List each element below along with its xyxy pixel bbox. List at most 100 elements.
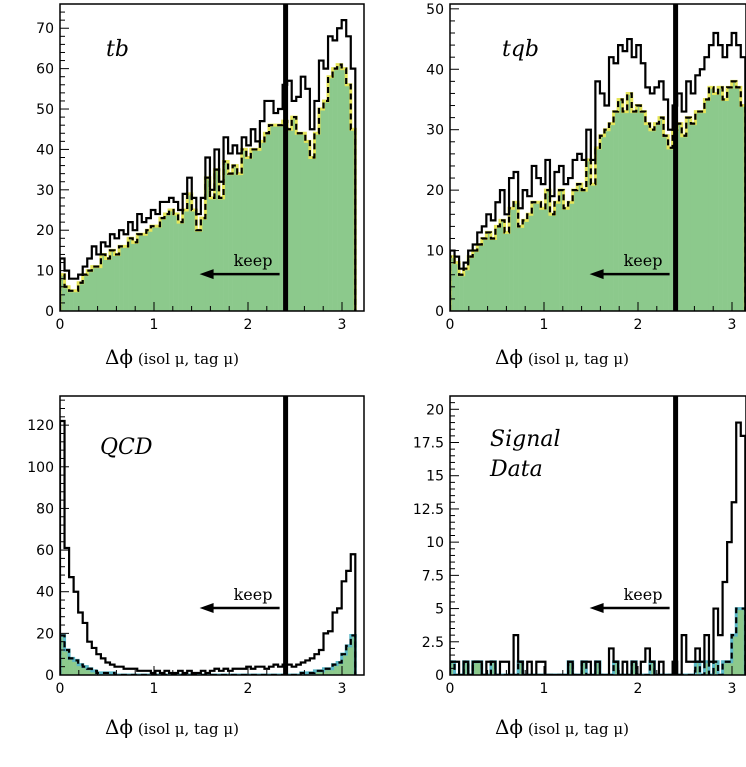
x-axis-label: Δϕ (isol μ, tag μ) [495,715,629,739]
signal-bar [599,135,605,311]
signal-bar [504,232,510,311]
signal-bar [318,109,324,311]
y-tick-label: 2.5 [422,635,444,651]
signal-bar [273,125,279,311]
signal-bar [740,105,746,311]
x-tick-label: 1 [540,681,549,697]
signal-bar [150,226,156,311]
signal-bar [590,184,596,311]
x-tick-label: 0 [56,681,65,697]
signal-bar [78,664,84,675]
signal-bar [228,173,233,311]
plot-frame [449,3,746,312]
signal-bar [718,87,723,311]
signal-bar [490,238,496,311]
signal-bar [328,668,333,675]
x-axis-label-text: (isol μ, tag μ) [523,350,629,368]
signal-bar [522,220,528,311]
signal-bar [640,111,646,311]
signal-bar [572,190,578,311]
signal-bar [159,218,165,311]
x-tick-label: 2 [634,681,643,697]
panel-label: QCD [100,435,153,460]
signal-bar [727,87,732,311]
y-tick-label: 100 [27,460,54,476]
keep-label: keep [624,585,663,604]
panel-label: tb [106,37,129,62]
plot-area [60,19,357,311]
signal-bar [250,149,256,311]
signal-bar [350,635,356,675]
signal-bar [214,169,220,311]
signal-bar [631,111,637,311]
signal-bar [346,84,352,311]
signal-bar [468,256,474,311]
signal-bar [146,230,152,311]
signal-bar [559,190,564,311]
signal-bar [82,274,88,311]
signal-bar [69,290,74,311]
y-tick-label: 50 [36,102,54,118]
signal-bar [722,661,728,675]
signal-bar [237,173,243,311]
signal-bar [155,226,161,311]
x-tick-label: 1 [540,317,549,333]
signal-bar [518,226,523,311]
signal-bar [568,661,573,675]
x-tick-label: 3 [338,681,347,697]
signal-bar [731,81,737,311]
signal-bar [278,125,283,311]
signal-bar [255,149,261,311]
y-tick-label: 40 [36,142,54,158]
signal-bar [196,230,202,311]
keep-arrow-head [589,269,604,280]
y-tick-label: 60 [36,62,54,78]
y-tick-label: 0 [45,668,54,684]
signal-bar [169,210,174,311]
signal-bar [114,254,120,311]
signal-bar [704,99,710,311]
signal-bar [137,234,143,311]
y-tick-label: 120 [27,418,54,434]
signal-bar [328,76,333,311]
x-axis-label-symbol: Δϕ [495,345,523,369]
signal-bar [636,105,642,311]
keep-label: keep [234,251,273,270]
signal-outline-dashed [60,634,357,675]
signal-bar [78,282,84,311]
x-axis-label-symbol: Δϕ [105,345,133,369]
signal-bar [91,670,97,675]
signal-bar [486,232,492,311]
signal-bar [268,125,274,311]
y-tick-label: 60 [36,543,54,559]
chart-panel-0: keep 0 10 20 30 40 50 60 70 0 1 2 3 tb Δϕ (isol μ, tag… [36,3,365,369]
keep-label: keep [624,251,663,270]
signal-bar [223,161,229,311]
signal-bar [736,608,742,675]
y-tick-label: 50 [426,2,444,18]
signal-bar [459,274,464,311]
signal-bar [740,608,746,675]
signal-bar [82,666,88,675]
total-outline [60,19,357,311]
y-tick-label: 10 [36,264,54,280]
signal-bar [554,202,560,311]
signal-bar [119,246,124,311]
signal-bar [540,208,546,311]
x-tick-label: 0 [446,681,455,697]
signal-bar [60,274,65,311]
signal-bar [631,661,637,675]
y-tick-label: 70 [36,21,54,37]
signal-bar [731,635,737,675]
keep-arrow-head [589,603,604,614]
signal-bar [69,658,74,675]
signal-bar [713,661,719,675]
signal-bar [87,668,93,675]
keep-arrow-head [199,603,214,614]
x-tick-label: 3 [728,317,737,333]
plot-area [450,31,746,311]
signal-bar [132,242,138,311]
signal-bar [300,133,306,311]
signal-bar [531,202,537,311]
